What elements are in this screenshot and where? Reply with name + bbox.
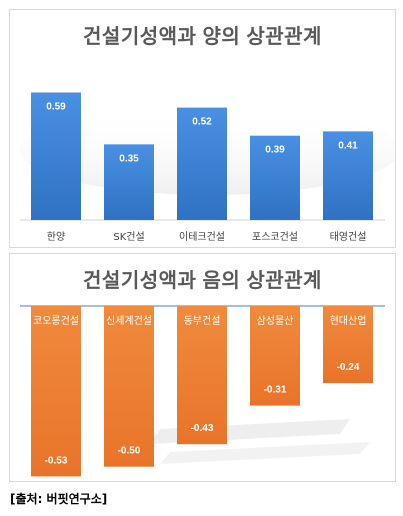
chart-title: 건설기성액과 음의 상관관계 bbox=[83, 270, 322, 292]
category-label: 이테크건설 bbox=[179, 231, 225, 243]
data-label: -0.31 bbox=[264, 385, 287, 396]
bar bbox=[323, 131, 373, 220]
data-label: -0.50 bbox=[118, 446, 141, 457]
category-label: 코오롱건설 bbox=[33, 315, 79, 327]
bar bbox=[31, 92, 81, 220]
bar bbox=[104, 306, 154, 467]
bar bbox=[250, 306, 300, 406]
source-label: [출처: 버핏연구소] bbox=[10, 492, 108, 506]
category-label: 태영건설 bbox=[330, 231, 367, 243]
category-label: 동부건설 bbox=[184, 315, 221, 327]
data-label: 0.41 bbox=[338, 140, 358, 151]
category-label: SK건설 bbox=[113, 231, 144, 243]
category-label: 현대산업 bbox=[330, 314, 367, 327]
data-label: 0.39 bbox=[265, 145, 285, 156]
data-label: -0.24 bbox=[337, 362, 360, 373]
bar bbox=[177, 306, 227, 445]
data-label: 0.52 bbox=[192, 117, 212, 128]
negative-chart-svg: 코오롱건설 -0.53 신세계건설 -0.50 동부건설 -0.43 삼성물산 -0.31 현대… bbox=[20, 305, 385, 477]
bar bbox=[177, 107, 227, 220]
bar bbox=[31, 306, 81, 477]
positive-correlation-chart: 건설기성액과 양의 상관관계 0.59 한양 0.35 SK건설 0.52 이테크건설 0.… bbox=[9, 9, 396, 248]
chart-title: 건설기성액과 양의 상관관계 bbox=[83, 26, 322, 48]
data-label: 0.35 bbox=[119, 153, 139, 164]
negative-correlation-chart: 건설기성액과 음의 상관관계 코오롱건설 -0.53 신세계건설 -0.50 동부건설 -… bbox=[9, 253, 396, 482]
category-label: 신세계건설 bbox=[106, 315, 152, 327]
category-label: 삼성물산 bbox=[257, 315, 294, 327]
bar bbox=[323, 306, 373, 384]
data-label: 0.59 bbox=[46, 101, 66, 112]
bar bbox=[104, 144, 154, 220]
data-label: -0.53 bbox=[45, 455, 68, 466]
category-label: 포스코건설 bbox=[252, 231, 298, 243]
bar bbox=[250, 135, 300, 220]
category-label: 한양 bbox=[47, 231, 65, 243]
positive-chart-svg: 0.59 한양 0.35 SK건설 0.52 이테크건설 0.39 포스코건설 0.41 태영건설 bbox=[20, 92, 395, 243]
data-label: -0.43 bbox=[191, 423, 214, 434]
